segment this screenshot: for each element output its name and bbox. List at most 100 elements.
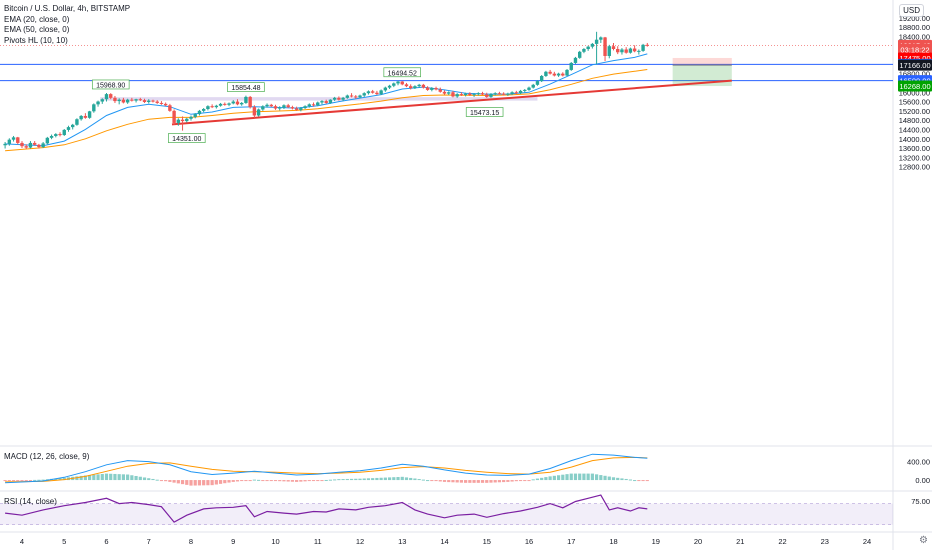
- candle-body: [375, 92, 379, 95]
- candle-body: [100, 99, 104, 102]
- pivot-label-box: [383, 67, 422, 78]
- candle-body: [442, 91, 447, 94]
- macd-histogram-bar: [121, 474, 125, 481]
- candle-body: [121, 99, 126, 103]
- macd-histogram-bar: [273, 480, 278, 482]
- macd-histogram-bar: [400, 476, 404, 481]
- gear-icon[interactable]: ⚙: [919, 535, 928, 546]
- candle-body: [66, 127, 71, 130]
- candle-body: [620, 49, 624, 53]
- legend-ema20[interactable]: EMA (20, close, 0): [4, 14, 70, 24]
- macd-histogram-bar: [552, 475, 556, 481]
- macd-histogram-bar: [3, 480, 7, 482]
- macd-histogram-bar: [573, 473, 578, 481]
- candle-body: [523, 89, 527, 91]
- candle-body: [463, 93, 468, 96]
- macd-histogram-bar: [409, 477, 413, 481]
- y-tick-label: 16800.00: [899, 70, 930, 79]
- macd-histogram-bar: [396, 477, 400, 481]
- candle-body: [58, 134, 62, 136]
- candle-body: [286, 105, 290, 108]
- candle-body: [256, 109, 261, 116]
- macd-histogram-bar: [556, 475, 561, 481]
- rsi-legend[interactable]: RSI (14, close): [4, 497, 57, 506]
- macd-histogram-bar: [176, 480, 180, 484]
- candle-body: [261, 106, 265, 110]
- macd-histogram-bar: [472, 480, 476, 483]
- macd-histogram-bar: [624, 478, 628, 481]
- candle-body: [472, 94, 476, 96]
- x-tick-label: 17: [567, 537, 575, 546]
- candle-body: [510, 92, 514, 94]
- macd-histogram-bar: [590, 473, 594, 481]
- candle-body: [370, 91, 375, 93]
- macd-histogram-bar: [582, 473, 586, 481]
- macd-histogram-bar: [299, 480, 303, 482]
- macd-histogram-bar: [523, 480, 527, 482]
- candle-body: [552, 73, 557, 76]
- price-tag-label: 17475.00: [899, 54, 930, 63]
- y-tick-label: 18400.00: [899, 32, 930, 41]
- candle-body: [383, 87, 388, 91]
- macd-histogram-bar: [544, 477, 548, 481]
- candle-body: [637, 50, 641, 52]
- candle-body: [180, 119, 185, 122]
- currency-button[interactable]: USD: [899, 4, 924, 17]
- macd-histogram-bar: [531, 479, 535, 481]
- candle-body: [240, 102, 244, 105]
- candle-body: [590, 43, 595, 47]
- candle-body: [362, 93, 366, 96]
- candle-body: [455, 94, 459, 97]
- candle-body: [594, 39, 599, 44]
- candle-body: [235, 101, 240, 105]
- rsi-band: [0, 503, 893, 525]
- candle-body: [607, 46, 611, 56]
- macd-histogram-bar: [231, 480, 235, 482]
- rsi-y-tick-label: 75.00: [911, 497, 930, 506]
- macd-histogram: [3, 473, 649, 486]
- pivot-label: 15854.48: [231, 85, 260, 92]
- candle-body: [303, 106, 307, 109]
- macd-histogram-bar: [214, 480, 218, 485]
- ema50-line: [5, 69, 648, 152]
- macd-histogram-bar: [257, 479, 261, 481]
- macd-histogram-bar: [354, 478, 358, 481]
- macd-histogram-bar: [493, 480, 497, 483]
- candle-body: [151, 100, 155, 102]
- macd-histogram-bar: [138, 476, 142, 481]
- legend-pivots[interactable]: Pivots HL (10, 10): [4, 35, 68, 45]
- candle-body: [396, 81, 400, 84]
- candle-body: [75, 119, 79, 125]
- candle-body: [189, 116, 193, 119]
- macd-histogram-bar: [134, 475, 138, 481]
- macd-histogram-bar: [261, 480, 265, 482]
- pivot-label: 16494.52: [388, 70, 417, 77]
- macd-histogram-bar: [548, 476, 552, 481]
- macd-histogram-bar: [578, 473, 582, 481]
- macd-histogram-bar: [383, 477, 387, 481]
- macd-histogram-bar: [252, 479, 256, 481]
- candle-body: [358, 95, 362, 98]
- macd-histogram-bar: [421, 479, 425, 481]
- macd-histogram-bar: [586, 473, 590, 481]
- macd-histogram-bar: [561, 474, 565, 481]
- candle-body: [265, 104, 269, 107]
- candle-body: [506, 93, 510, 95]
- x-tick-label: 4: [20, 537, 24, 546]
- macd-histogram-bar: [307, 480, 311, 482]
- macd-legend[interactable]: MACD (12, 26, close, 9): [4, 452, 90, 461]
- macd-histogram-bar: [58, 478, 62, 481]
- legend-title: Bitcoin / U.S. Dollar, 4h, BITSTAMP: [4, 4, 131, 13]
- candle-body: [159, 102, 164, 104]
- x-tick-label: 13: [398, 537, 406, 546]
- candle-body: [176, 119, 181, 123]
- macd-histogram-bar: [235, 480, 240, 482]
- macd-histogram-bar: [611, 477, 616, 481]
- macd-histogram-bar: [489, 480, 493, 483]
- candle-body: [273, 106, 278, 109]
- legend-ema50[interactable]: EMA (50, close, 0): [4, 25, 70, 34]
- macd-histogram-bar: [506, 480, 510, 482]
- macd-histogram-bar: [404, 477, 409, 481]
- y-tick-label: 13200.00: [899, 153, 930, 162]
